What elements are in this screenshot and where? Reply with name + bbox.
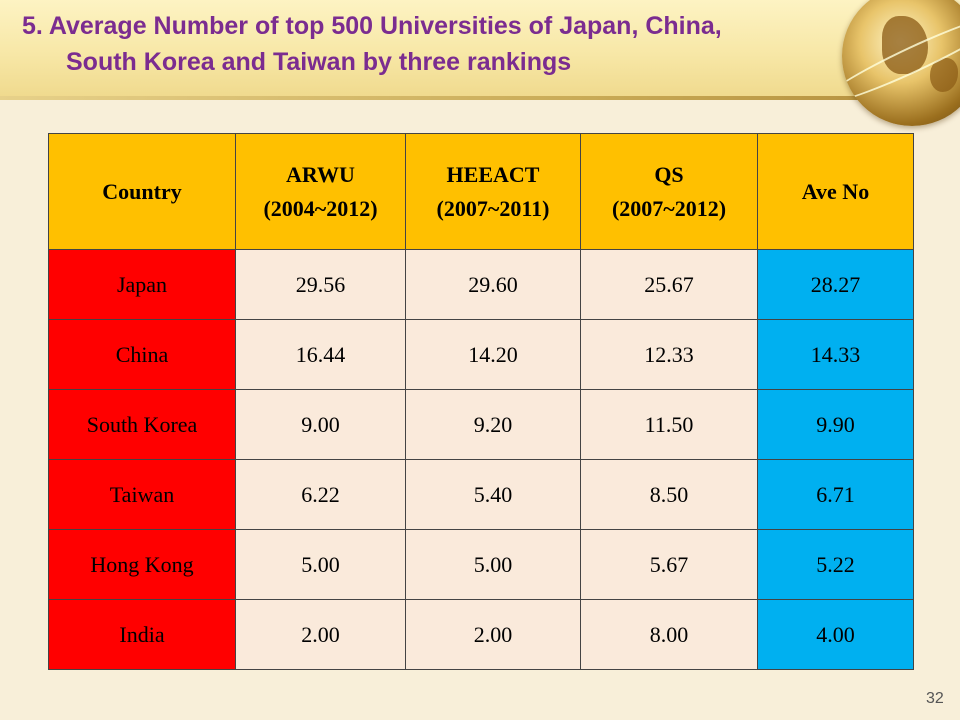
header-heeact-label: HEEACT [446, 161, 540, 187]
slide-title-line-2: South Korea and Taiwan by three rankings [66, 48, 572, 76]
arwu-cell: 29.56 [235, 249, 406, 320]
ave-cell: 5.22 [757, 529, 914, 600]
qs-cell: 8.00 [580, 599, 758, 670]
ave-cell: 6.71 [757, 459, 914, 530]
header-arwu-label: ARWU [286, 161, 355, 187]
table-row: Taiwan 6.22 5.40 8.50 6.71 [48, 459, 914, 530]
globe-land [930, 58, 958, 92]
country-cell: Japan [48, 249, 236, 320]
header-ave-label: Ave No [801, 178, 870, 204]
table-row: China 16.44 14.20 12.33 14.33 [48, 319, 914, 390]
table-header-row: Country ARWU (2004~2012) HEEACT (2007~20… [48, 133, 914, 250]
header-qs: QS (2007~2012) [580, 133, 758, 250]
ave-cell: 4.00 [757, 599, 914, 670]
country-cell: Hong Kong [48, 529, 236, 600]
header-country: Country [48, 133, 236, 250]
globe-icon [842, 0, 960, 126]
heeact-cell: 29.60 [405, 249, 581, 320]
header-arwu: ARWU (2004~2012) [235, 133, 406, 250]
header-qs-label: QS [654, 161, 684, 187]
slide-title-line-1: 5. Average Number of top 500 Universitie… [22, 12, 722, 40]
arwu-cell: 6.22 [235, 459, 406, 530]
header-ave: Ave No [757, 133, 914, 250]
qs-cell: 12.33 [580, 319, 758, 390]
qs-cell: 5.67 [580, 529, 758, 600]
header-qs-years: (2007~2012) [611, 195, 727, 221]
table-row: Hong Kong 5.00 5.00 5.67 5.22 [48, 529, 914, 600]
arwu-cell: 5.00 [235, 529, 406, 600]
heeact-cell: 14.20 [405, 319, 581, 390]
table-row: Japan 29.56 29.60 25.67 28.27 [48, 249, 914, 320]
header-arwu-years: (2004~2012) [263, 195, 378, 221]
header-country-label: Country [102, 178, 182, 204]
slide-title: 5. Average Number of top 500 Universitie… [22, 8, 922, 80]
table-row: India 2.00 2.00 8.00 4.00 [48, 599, 914, 670]
country-cell: India [48, 599, 236, 670]
arwu-cell: 16.44 [235, 319, 406, 390]
page-number: 32 [926, 690, 944, 707]
rankings-table: Country ARWU (2004~2012) HEEACT (2007~20… [48, 133, 914, 670]
country-cell: Taiwan [48, 459, 236, 530]
arwu-cell: 9.00 [235, 389, 406, 460]
qs-cell: 8.50 [580, 459, 758, 530]
ave-cell: 28.27 [757, 249, 914, 320]
globe-land [882, 16, 928, 74]
country-cell: China [48, 319, 236, 390]
heeact-cell: 2.00 [405, 599, 581, 670]
qs-cell: 25.67 [580, 249, 758, 320]
ave-cell: 9.90 [757, 389, 914, 460]
arwu-cell: 2.00 [235, 599, 406, 670]
heeact-cell: 5.40 [405, 459, 581, 530]
table-row: South Korea 9.00 9.20 11.50 9.90 [48, 389, 914, 460]
heeact-cell: 5.00 [405, 529, 581, 600]
qs-cell: 11.50 [580, 389, 758, 460]
title-band [0, 0, 960, 100]
country-cell: South Korea [48, 389, 236, 460]
header-heeact: HEEACT (2007~2011) [405, 133, 581, 250]
heeact-cell: 9.20 [405, 389, 581, 460]
ave-cell: 14.33 [757, 319, 914, 390]
header-heeact-years: (2007~2011) [436, 195, 550, 221]
